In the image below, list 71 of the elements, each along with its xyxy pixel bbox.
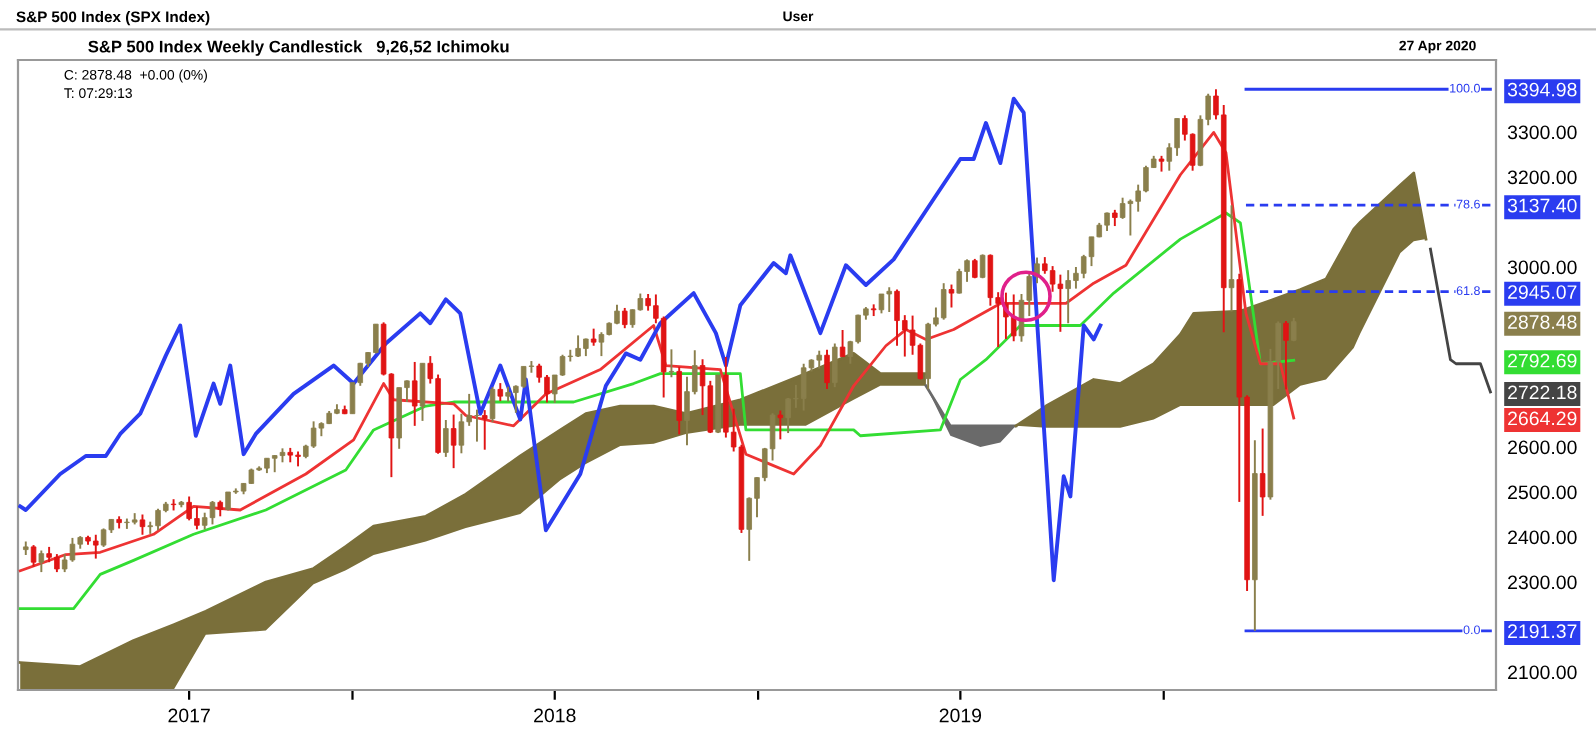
candlestick	[520, 365, 527, 390]
y-tick-label: 3137.40	[1507, 198, 1577, 213]
candlestick	[1057, 273, 1064, 333]
candlestick	[411, 360, 418, 427]
y-tick-label: 2600.00	[1508, 440, 1577, 455]
candlestick	[139, 513, 146, 536]
candlestick	[800, 362, 807, 412]
chart-subtitle: S&P 500 Index Weekly Candlestick 9,26,52 Ichimoku	[88, 40, 509, 56]
candlestick	[1259, 427, 1266, 517]
y-tick-label: 3394.98	[1507, 82, 1577, 97]
candlestick	[54, 553, 60, 574]
candlestick	[668, 348, 675, 379]
candlestick	[419, 362, 426, 422]
y-tick-label: 3300.00	[1507, 125, 1577, 140]
y-tick-label: 2300.00	[1508, 575, 1577, 590]
y-tick-label: 3200.00	[1507, 170, 1577, 185]
candlestick	[878, 293, 885, 315]
candlestick	[832, 342, 838, 389]
candlestick	[100, 527, 107, 548]
candlestick	[886, 286, 892, 313]
candlestick	[194, 505, 200, 531]
candlestick	[1174, 117, 1180, 157]
candlestick	[481, 409, 488, 451]
y-tick-label: 2400.00	[1508, 530, 1577, 545]
candlestick	[1010, 293, 1017, 343]
candlestick	[1065, 269, 1071, 325]
candlestick	[785, 396, 791, 435]
candlestick	[450, 413, 457, 470]
x-tick-label: 2018	[534, 708, 576, 723]
candlestick	[894, 288, 900, 347]
candlestick	[155, 507, 161, 532]
candlestick	[598, 331, 605, 358]
candlestick	[1228, 204, 1235, 313]
y-tick-label: 2664.29	[1508, 411, 1577, 426]
candlestick	[186, 495, 192, 522]
y-tick-label: 2878.48	[1508, 315, 1577, 329]
candlestick	[987, 253, 994, 307]
candlestick	[1127, 198, 1134, 237]
y-tick-label: 2722.18	[1508, 385, 1577, 400]
candlestick	[209, 500, 216, 526]
candlestick	[93, 533, 99, 560]
y-tick-label: 2792.69	[1508, 353, 1577, 368]
candlestick	[1283, 320, 1289, 391]
y-tick-label: 2945.07	[1508, 285, 1577, 299]
candlestick	[310, 420, 317, 449]
candlestick	[489, 386, 496, 424]
candlestick	[30, 544, 37, 568]
line-series	[18, 211, 1296, 610]
candlestick	[940, 282, 947, 321]
candlestick	[816, 349, 822, 370]
x-tick-label: 2019	[939, 708, 982, 723]
line-series	[18, 96, 1103, 583]
candlestick	[497, 382, 504, 403]
line-series	[18, 131, 1296, 573]
candlestick	[839, 329, 846, 358]
candlestick	[1143, 164, 1149, 194]
y-tick-label: 3000.00	[1507, 260, 1577, 275]
y-tick-label: 2500.00	[1508, 485, 1577, 500]
line-series	[1429, 247, 1492, 394]
candlestick	[777, 409, 784, 441]
candlestick	[956, 267, 963, 295]
candlestick	[443, 419, 449, 458]
candlestick	[622, 306, 628, 330]
y-tick-label: 2191.37	[1508, 624, 1577, 639]
candlestick	[824, 348, 830, 390]
candlestick	[948, 283, 955, 309]
candlestick	[458, 412, 465, 455]
candlestick	[1104, 211, 1110, 232]
y-tick-label: 2100.00	[1508, 665, 1577, 680]
candlestick	[38, 549, 45, 574]
x-tick-label: 2017	[168, 708, 210, 723]
